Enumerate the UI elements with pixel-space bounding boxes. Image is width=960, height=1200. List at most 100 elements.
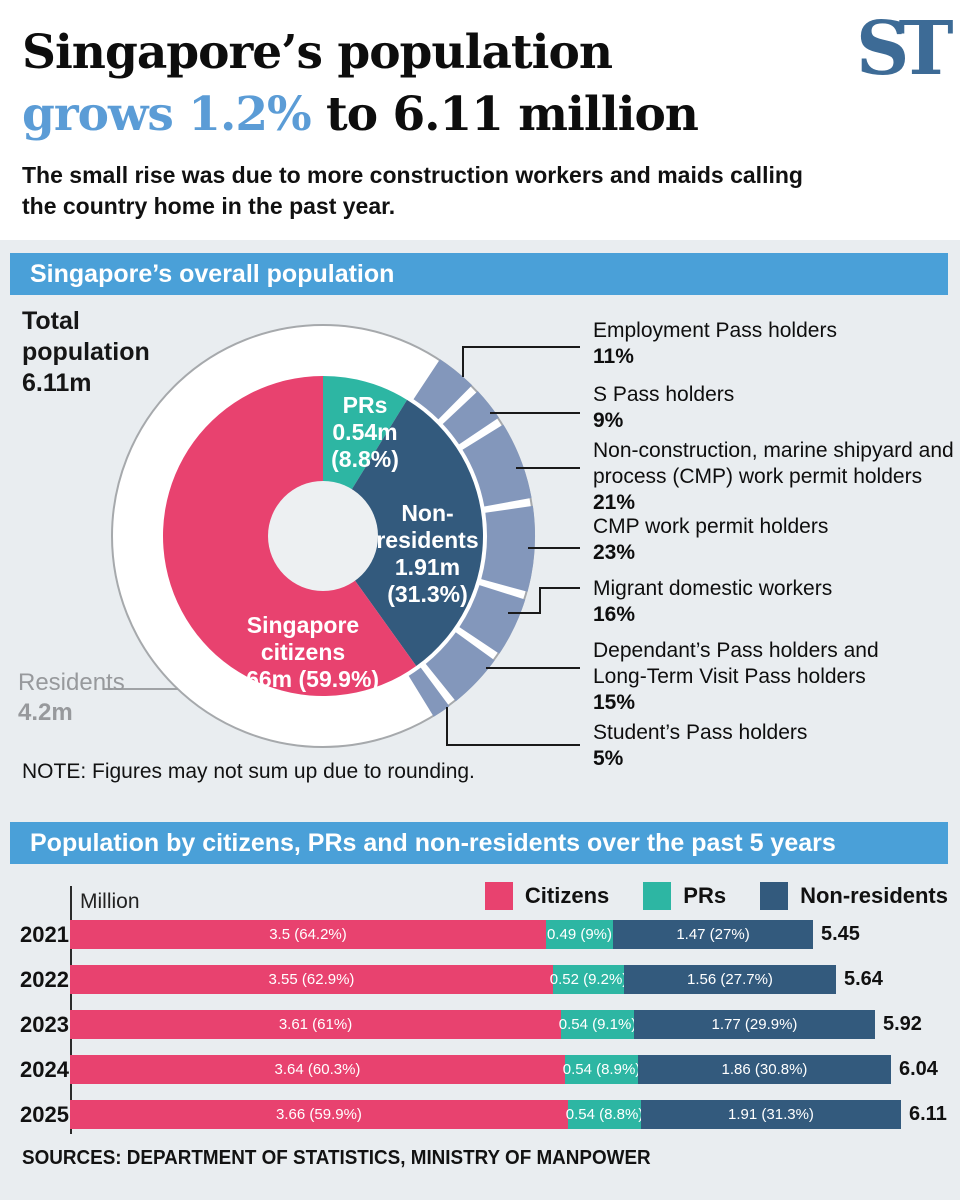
total-population-label: Total population 6.11m	[22, 306, 150, 399]
legend-swatch	[484, 882, 513, 910]
bar-row: 2025 3.66 (59.9%) 0.54 (8.8%) 1.91 (31.3%) 6…	[0, 1100, 960, 1129]
slice-label-citizens: Singapore citizens 3.66m (59.9%)	[226, 612, 380, 692]
breakdown-ring-segment	[442, 391, 499, 445]
title-highlight: grows 1.2%	[22, 87, 312, 142]
bar-segment-label: 1.47 (27%)	[676, 926, 750, 943]
bar-segment-label: 3.55 (62.9%)	[268, 971, 355, 988]
stacked-bar: 3.61 (61%) 0.54 (9.1%) 1.77 (29.9%)	[70, 1010, 875, 1039]
breakdown-ring-segment	[425, 632, 495, 702]
bar-segment-citizens: 3.64 (60.3%)	[70, 1055, 565, 1084]
header-background	[0, 0, 960, 240]
bar-segment-label: 3.66 (59.9%)	[276, 1106, 362, 1123]
residents-value: 4.2m	[18, 699, 73, 726]
bar-segment-label: 1.77 (29.9%)	[711, 1016, 798, 1033]
rounding-note: NOTE: Figures may not sum up due to roun…	[22, 760, 475, 783]
bar-segment-citizens: 3.66 (59.9%)	[70, 1100, 568, 1129]
breakdown-label: Employment Pass holders 11%	[593, 318, 960, 370]
slice-label-prs: PRs 0.54m (8.8%)	[331, 392, 399, 472]
bar-segment-non-residents: 1.77 (29.9%)	[634, 1010, 875, 1039]
bar-segment-citizens: 3.55 (62.9%)	[70, 965, 553, 994]
bar-segment-label: 1.91 (31.3%)	[728, 1106, 814, 1123]
bar-segment-label: 3.64 (60.3%)	[274, 1061, 361, 1078]
legend-label: Non-residents	[800, 883, 948, 908]
bar-year-label: 2024	[20, 1056, 69, 1082]
st-logo: ST	[856, 6, 953, 92]
bar-year-label: 2025	[20, 1101, 69, 1127]
legend-swatch	[760, 882, 789, 910]
breakdown-label: Student’s Pass holders 5%	[593, 720, 960, 772]
bar-year-label: 2022	[20, 966, 69, 992]
bar-total-label: 5.45	[821, 923, 860, 945]
stacked-bar: 3.5 (64.2%) 0.49 (9%) 1.47 (27%)	[70, 920, 813, 949]
breakdown-name: Non-construction, marine shipyard and pr…	[593, 439, 954, 488]
legend-swatch	[643, 882, 672, 910]
breakdown-name: CMP work permit holders	[593, 515, 829, 538]
callout-line	[508, 587, 580, 614]
total-population-value: 6.11m	[22, 369, 92, 397]
section-header-bar-chart: Population by citizens, PRs and non-resi…	[10, 822, 948, 864]
section-header-overall-population: Singapore’s overall population	[10, 253, 948, 295]
breakdown-ring-segment	[408, 667, 450, 717]
breakdown-percentage: 21%	[593, 491, 636, 514]
callout-line	[446, 707, 580, 746]
pie-slice-non-residents	[323, 399, 483, 667]
breakdown-ring-segment	[481, 505, 535, 592]
bar-segment-prs: 0.54 (8.8%)	[565, 1100, 644, 1129]
breakdown-label: Migrant domestic workers 16%	[593, 576, 960, 628]
breakdown-percentage: 5%	[593, 747, 624, 770]
legend-item: PRs	[643, 882, 726, 910]
breakdown-ring-segment	[459, 585, 526, 654]
bar-row: 2023 3.61 (61%) 0.54 (9.1%) 1.77 (29.9%) 5.9…	[0, 1010, 960, 1039]
bar-segment-non-residents: 1.91 (31.3%)	[641, 1100, 901, 1129]
breakdown-ring-segment	[413, 359, 473, 420]
bar-segment-prs: 0.54 (9.1%)	[558, 1010, 637, 1039]
breakdown-name: Migrant domestic workers	[593, 577, 833, 600]
breakdown-name: Dependant’s Pass holders and Long-Term V…	[593, 639, 879, 688]
title-line-1: Singapore’s population	[22, 25, 613, 80]
bar-segment-non-residents: 1.56 (27.7%)	[624, 965, 836, 994]
bar-segment-label: 0.52 (9.2%)	[549, 971, 628, 988]
bar-year-label: 2023	[20, 1011, 69, 1037]
residents-label: Residents 4.2m	[18, 668, 125, 728]
bar-segment-label: 0.54 (8.8%)	[565, 1106, 644, 1123]
bar-total-label: 6.11	[909, 1103, 947, 1125]
bar-year-label: 2021	[20, 921, 69, 947]
breakdown-label: Non-construction, marine shipyard and pr…	[593, 438, 960, 516]
axis-unit-label: Million	[80, 890, 140, 913]
bar-segment-citizens: 3.61 (61%)	[70, 1010, 561, 1039]
bar-segment-label: 3.5 (64.2%)	[269, 926, 347, 943]
bar-segment-non-residents: 1.86 (30.8%)	[638, 1055, 891, 1084]
breakdown-percentage: 15%	[593, 691, 636, 714]
breakdown-percentage: 9%	[593, 409, 624, 432]
bar-total-label: 6.04	[899, 1058, 938, 1080]
subtitle: The small rise was due to more construct…	[22, 162, 803, 219]
callout-line	[462, 346, 580, 377]
breakdown-ring-segment	[462, 424, 532, 507]
breakdown-name: Employment Pass holders	[593, 319, 837, 342]
legend-item: Non-residents	[760, 882, 948, 910]
legend-label: Citizens	[524, 883, 610, 908]
sources-line: SOURCES: DEPARTMENT OF STATISTICS, MINIS…	[22, 1146, 651, 1169]
legend-item: Citizens	[484, 882, 610, 910]
bar-segment-label: 1.56 (27.7%)	[687, 971, 773, 988]
title-line-2: grows 1.2% to 6.11 million	[22, 84, 699, 146]
stacked-bar: 3.66 (59.9%) 0.54 (8.8%) 1.91 (31.3%)	[70, 1100, 901, 1129]
legend-label: PRs	[683, 883, 727, 908]
bar-row: 2022 3.55 (62.9%) 0.52 (9.2%) 1.56 (27.7%) 5…	[0, 965, 960, 994]
bar-segment-prs: 0.49 (9%)	[546, 920, 613, 949]
bar-segment-prs: 0.52 (9.2%)	[550, 965, 627, 994]
bar-segment-citizens: 3.5 (64.2%)	[70, 920, 546, 949]
bar-segment-label: 0.54 (9.1%)	[558, 1016, 637, 1033]
page-title: Singapore’s population grows 1.2% to 6.1…	[22, 22, 699, 146]
breakdown-label: Dependant’s Pass holders and Long-Term V…	[593, 638, 960, 716]
total-population-text: Total population	[22, 307, 150, 366]
bar-segment-label: 0.54 (8.9%)	[562, 1061, 641, 1078]
title-line-2-rest: to 6.11 million	[310, 87, 699, 142]
donut-hole	[268, 481, 378, 591]
bar-row: 2024 3.64 (60.3%) 0.54 (8.9%) 1.86 (30.8%) 6…	[0, 1055, 960, 1084]
bar-segment-label: 3.61 (61%)	[278, 1016, 353, 1033]
breakdown-percentage: 23%	[593, 541, 636, 564]
breakdown-name: S Pass holders	[593, 383, 735, 406]
bar-segment-prs: 0.54 (8.9%)	[562, 1055, 641, 1084]
